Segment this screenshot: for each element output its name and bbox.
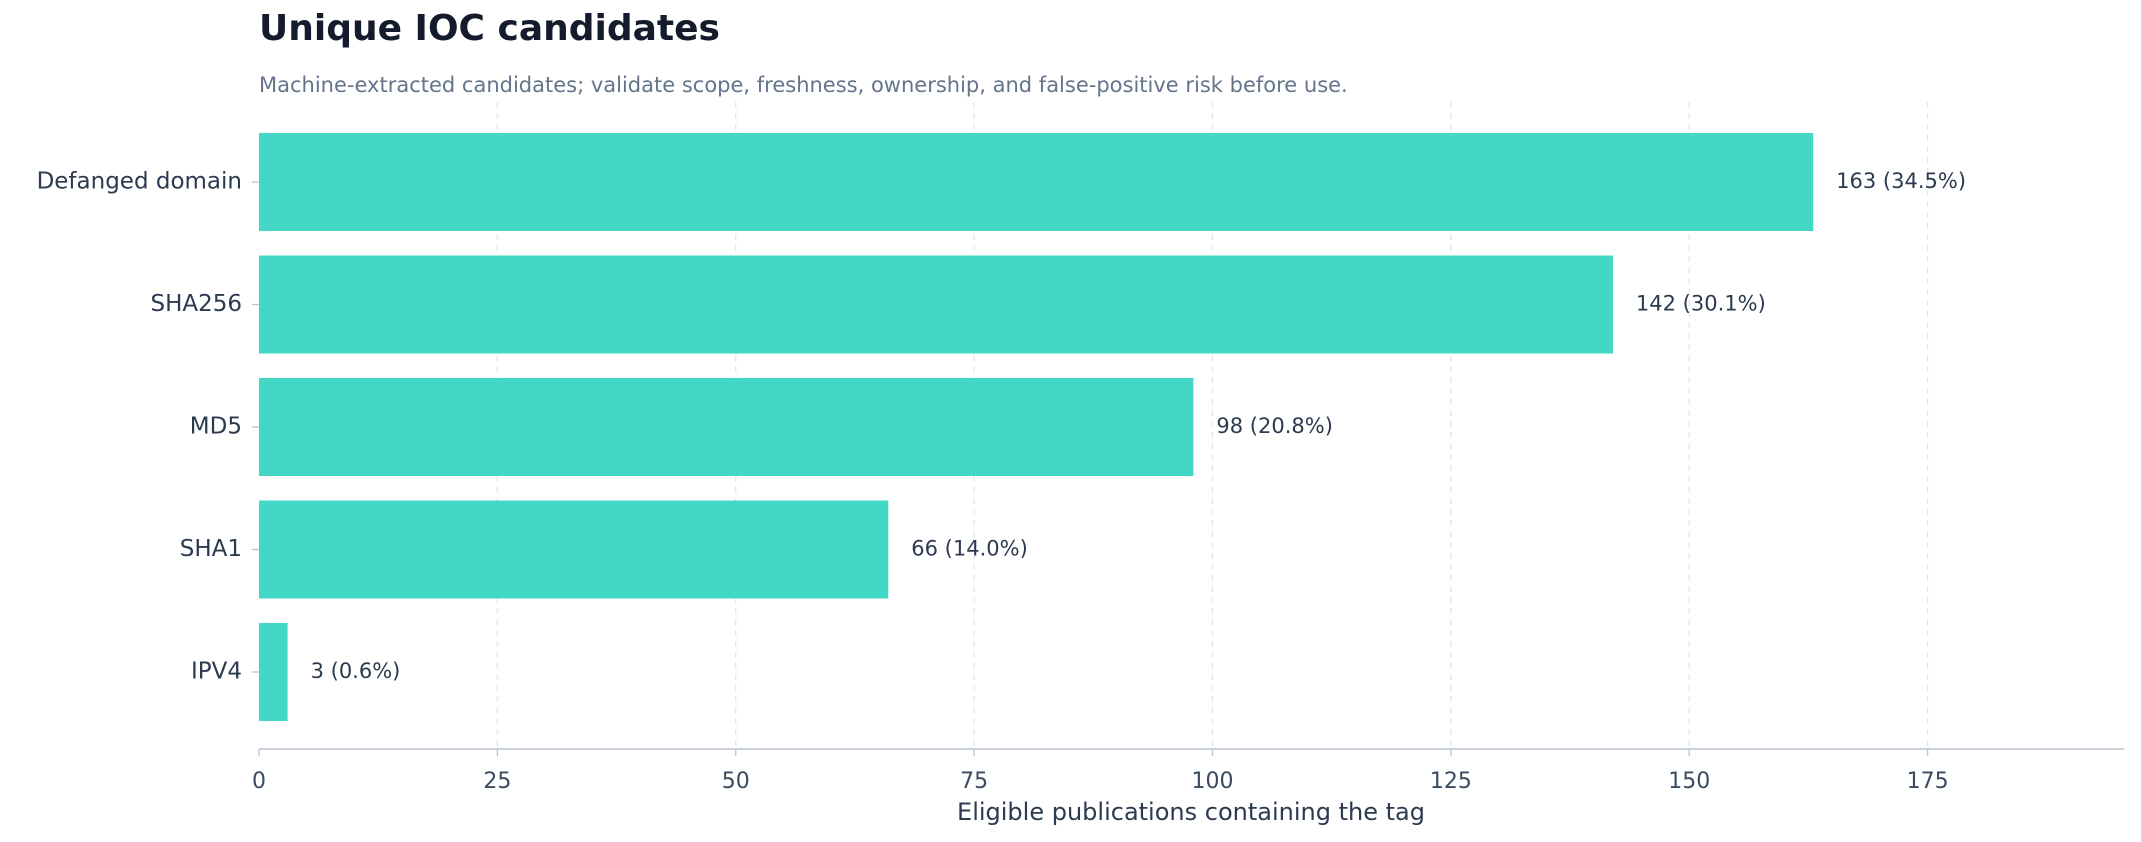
bar bbox=[259, 500, 889, 599]
bar bbox=[259, 133, 1814, 231]
x-tick-label: 100 bbox=[1191, 769, 1233, 794]
y-tick-label: IPV4 bbox=[191, 659, 242, 685]
x-tick-label: 175 bbox=[1907, 769, 1949, 794]
x-tick-label: 50 bbox=[722, 769, 750, 794]
chart-title: Unique IOC candidates bbox=[259, 8, 720, 49]
y-tick-label: SHA256 bbox=[150, 291, 242, 317]
x-tick-label: 125 bbox=[1430, 769, 1472, 794]
bar bbox=[259, 378, 1194, 476]
bar-value-label: 98 (20.8%) bbox=[1216, 414, 1333, 438]
x-tick-label: 150 bbox=[1668, 769, 1710, 794]
chart-subtitle: Machine-extracted candidates; validate s… bbox=[259, 73, 1348, 97]
bar bbox=[259, 623, 288, 721]
y-tick-label: MD5 bbox=[190, 414, 242, 440]
bar-value-label: 142 (30.1%) bbox=[1636, 292, 1766, 316]
bars bbox=[259, 133, 1814, 721]
bar-value-label: 163 (34.5%) bbox=[1836, 169, 1966, 193]
x-tick-label: 75 bbox=[960, 769, 988, 794]
y-tick-label: Defanged domain bbox=[37, 169, 242, 195]
axes: Defanged domain SHA256 MD5 SHA1 IPV4 0 25 50 75 1… bbox=[37, 169, 2124, 794]
bar bbox=[259, 255, 1613, 354]
y-tick-label: SHA1 bbox=[180, 536, 242, 562]
x-tick-label: 0 bbox=[252, 769, 266, 794]
bar-value-label: 3 (0.6%) bbox=[311, 659, 401, 683]
x-axis-label: Eligible publications containing the tag bbox=[957, 798, 1425, 826]
data-labels: 163 (34.5%) 142 (30.1%) 98 (20.8%) 66 (14.0… bbox=[311, 169, 1966, 683]
x-tick-label: 25 bbox=[483, 769, 511, 794]
bar-value-label: 66 (14.0%) bbox=[911, 537, 1027, 561]
